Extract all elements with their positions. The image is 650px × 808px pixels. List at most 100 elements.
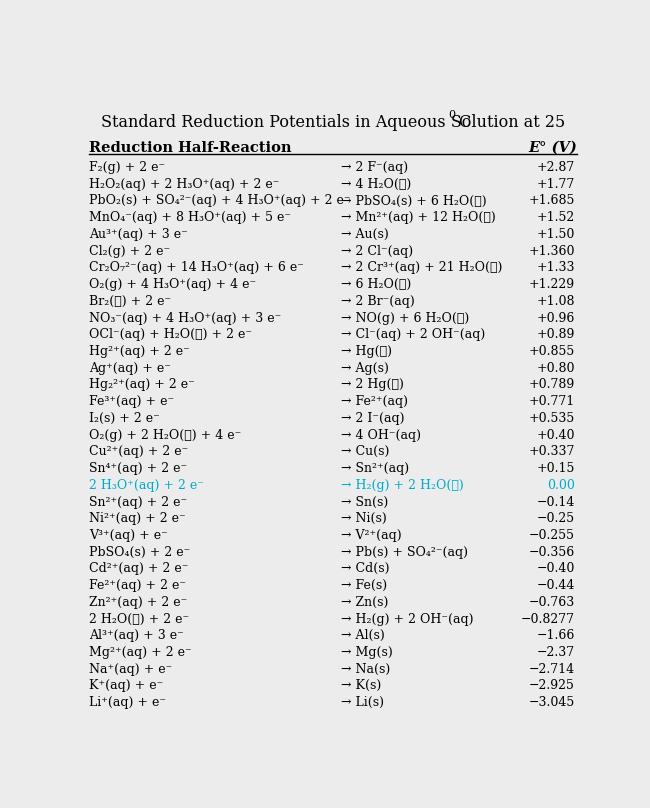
Text: E° (V): E° (V) — [528, 141, 577, 154]
Text: → Zn(s): → Zn(s) — [341, 595, 388, 609]
Text: 0.00: 0.00 — [547, 479, 575, 492]
Text: +0.96: +0.96 — [536, 312, 575, 325]
Text: +0.40: +0.40 — [536, 428, 575, 442]
Text: −0.14: −0.14 — [536, 495, 575, 508]
Text: Standard Reduction Potentials in Aqueous Solution at 25: Standard Reduction Potentials in Aqueous… — [101, 115, 566, 132]
Text: Ni²⁺(aq) + 2 e⁻: Ni²⁺(aq) + 2 e⁻ — [89, 512, 185, 525]
Text: −0.44: −0.44 — [536, 579, 575, 592]
Text: Mg²⁺(aq) + 2 e⁻: Mg²⁺(aq) + 2 e⁻ — [89, 646, 192, 659]
Text: MnO₄⁻(aq) + 8 H₃O⁺(aq) + 5 e⁻: MnO₄⁻(aq) + 8 H₃O⁺(aq) + 5 e⁻ — [89, 211, 291, 224]
Text: Cl₂(g) + 2 e⁻: Cl₂(g) + 2 e⁻ — [89, 245, 170, 258]
Text: Zn²⁺(aq) + 2 e⁻: Zn²⁺(aq) + 2 e⁻ — [89, 595, 187, 609]
Text: Br₂(ℓ) + 2 e⁻: Br₂(ℓ) + 2 e⁻ — [89, 295, 171, 308]
Text: → 2 F⁻(aq): → 2 F⁻(aq) — [341, 161, 408, 174]
Text: → K(s): → K(s) — [341, 680, 381, 692]
Text: −2.925: −2.925 — [529, 680, 575, 692]
Text: Fe³⁺(aq) + e⁻: Fe³⁺(aq) + e⁻ — [89, 395, 174, 408]
Text: Ag⁺(aq) + e⁻: Ag⁺(aq) + e⁻ — [89, 362, 171, 375]
Text: → PbSO₄(s) + 6 H₂O(ℓ): → PbSO₄(s) + 6 H₂O(ℓ) — [341, 195, 486, 208]
Text: V³⁺(aq) + e⁻: V³⁺(aq) + e⁻ — [89, 529, 168, 542]
Text: C: C — [458, 115, 470, 132]
Text: Cr₂O₇²⁻(aq) + 14 H₃O⁺(aq) + 6 e⁻: Cr₂O₇²⁻(aq) + 14 H₃O⁺(aq) + 6 e⁻ — [89, 261, 304, 275]
Text: +0.89: +0.89 — [536, 328, 575, 341]
Text: I₂(s) + 2 e⁻: I₂(s) + 2 e⁻ — [89, 412, 159, 425]
Text: → 4 H₂O(ℓ): → 4 H₂O(ℓ) — [341, 178, 411, 191]
Text: −0.40: −0.40 — [536, 562, 575, 575]
Text: −0.255: −0.255 — [529, 529, 575, 542]
Text: PbO₂(s) + SO₄²⁻(aq) + 4 H₃O⁺(aq) + 2 e⁻: PbO₂(s) + SO₄²⁻(aq) + 4 H₃O⁺(aq) + 2 e⁻ — [89, 195, 350, 208]
Text: → Cl⁻(aq) + 2 OH⁻(aq): → Cl⁻(aq) + 2 OH⁻(aq) — [341, 328, 485, 341]
Text: Sn²⁺(aq) + 2 e⁻: Sn²⁺(aq) + 2 e⁻ — [89, 495, 187, 508]
Text: +0.337: +0.337 — [528, 445, 575, 458]
Text: −1.66: −1.66 — [536, 629, 575, 642]
Text: +1.229: +1.229 — [529, 278, 575, 291]
Text: → Fe(s): → Fe(s) — [341, 579, 387, 592]
Text: −0.356: −0.356 — [528, 545, 575, 558]
Text: → Cu(s): → Cu(s) — [341, 445, 389, 458]
Text: → Al(s): → Al(s) — [341, 629, 384, 642]
Text: → Au(s): → Au(s) — [341, 228, 389, 241]
Text: → 4 OH⁻(aq): → 4 OH⁻(aq) — [341, 428, 421, 442]
Text: OCl⁻(aq) + H₂O(ℓ) + 2 e⁻: OCl⁻(aq) + H₂O(ℓ) + 2 e⁻ — [89, 328, 252, 341]
Text: → NO(g) + 6 H₂O(ℓ): → NO(g) + 6 H₂O(ℓ) — [341, 312, 469, 325]
Text: → Li(s): → Li(s) — [341, 696, 384, 709]
Text: Na⁺(aq) + e⁻: Na⁺(aq) + e⁻ — [89, 663, 172, 675]
Text: → Cd(s): → Cd(s) — [341, 562, 389, 575]
Text: −2.714: −2.714 — [529, 663, 575, 675]
Text: Reduction Half-Reaction: Reduction Half-Reaction — [89, 141, 291, 154]
Text: −0.25: −0.25 — [537, 512, 575, 525]
Text: → 2 Cl⁻(aq): → 2 Cl⁻(aq) — [341, 245, 413, 258]
Text: +0.80: +0.80 — [536, 362, 575, 375]
Text: Hg²⁺(aq) + 2 e⁻: Hg²⁺(aq) + 2 e⁻ — [89, 345, 190, 358]
Text: 0: 0 — [448, 110, 456, 120]
Text: +1.685: +1.685 — [528, 195, 575, 208]
Text: +1.50: +1.50 — [536, 228, 575, 241]
Text: → H₂(g) + 2 OH⁻(aq): → H₂(g) + 2 OH⁻(aq) — [341, 612, 473, 625]
Text: +1.360: +1.360 — [528, 245, 575, 258]
Text: O₂(g) + 4 H₃O⁺(aq) + 4 e⁻: O₂(g) + 4 H₃O⁺(aq) + 4 e⁻ — [89, 278, 256, 291]
Text: → Na(s): → Na(s) — [341, 663, 390, 675]
Text: +1.33: +1.33 — [536, 261, 575, 275]
Text: Li⁺(aq) + e⁻: Li⁺(aq) + e⁻ — [89, 696, 166, 709]
Text: +0.855: +0.855 — [528, 345, 575, 358]
Text: −0.763: −0.763 — [528, 595, 575, 609]
Text: O₂(g) + 2 H₂O(ℓ) + 4 e⁻: O₂(g) + 2 H₂O(ℓ) + 4 e⁻ — [89, 428, 241, 442]
Text: NO₃⁻(aq) + 4 H₃O⁺(aq) + 3 e⁻: NO₃⁻(aq) + 4 H₃O⁺(aq) + 3 e⁻ — [89, 312, 281, 325]
Text: → Mg(s): → Mg(s) — [341, 646, 393, 659]
Text: → 2 Hg(ℓ): → 2 Hg(ℓ) — [341, 378, 404, 391]
Text: → Sn(s): → Sn(s) — [341, 495, 388, 508]
Text: −2.37: −2.37 — [537, 646, 575, 659]
Text: Au³⁺(aq) + 3 e⁻: Au³⁺(aq) + 3 e⁻ — [89, 228, 188, 241]
Text: +1.08: +1.08 — [536, 295, 575, 308]
Text: +0.771: +0.771 — [528, 395, 575, 408]
Text: K⁺(aq) + e⁻: K⁺(aq) + e⁻ — [89, 680, 163, 692]
Text: → V²⁺(aq): → V²⁺(aq) — [341, 529, 401, 542]
Text: → Ni(s): → Ni(s) — [341, 512, 387, 525]
Text: → Pb(s) + SO₄²⁻(aq): → Pb(s) + SO₄²⁻(aq) — [341, 545, 468, 558]
Text: → H₂(g) + 2 H₂O(ℓ): → H₂(g) + 2 H₂O(ℓ) — [341, 479, 463, 492]
Text: 2 H₃O⁺(aq) + 2 e⁻: 2 H₃O⁺(aq) + 2 e⁻ — [89, 479, 203, 492]
Text: −3.045: −3.045 — [528, 696, 575, 709]
Text: → 2 Br⁻(aq): → 2 Br⁻(aq) — [341, 295, 415, 308]
Text: Hg₂²⁺(aq) + 2 e⁻: Hg₂²⁺(aq) + 2 e⁻ — [89, 378, 194, 391]
Text: +2.87: +2.87 — [537, 161, 575, 174]
Text: → 2 I⁻(aq): → 2 I⁻(aq) — [341, 412, 404, 425]
Text: → Hg(ℓ): → Hg(ℓ) — [341, 345, 392, 358]
Text: PbSO₄(s) + 2 e⁻: PbSO₄(s) + 2 e⁻ — [89, 545, 190, 558]
Text: → 2 Cr³⁺(aq) + 21 H₂O(ℓ): → 2 Cr³⁺(aq) + 21 H₂O(ℓ) — [341, 261, 502, 275]
Text: → Sn²⁺(aq): → Sn²⁺(aq) — [341, 462, 409, 475]
Text: +1.52: +1.52 — [537, 211, 575, 224]
Text: Cu²⁺(aq) + 2 e⁻: Cu²⁺(aq) + 2 e⁻ — [89, 445, 188, 458]
Text: H₂O₂(aq) + 2 H₃O⁺(aq) + 2 e⁻: H₂O₂(aq) + 2 H₃O⁺(aq) + 2 e⁻ — [89, 178, 280, 191]
Text: → 6 H₂O(ℓ): → 6 H₂O(ℓ) — [341, 278, 411, 291]
Text: 2 H₂O(ℓ) + 2 e⁻: 2 H₂O(ℓ) + 2 e⁻ — [89, 612, 189, 625]
Text: +0.535: +0.535 — [528, 412, 575, 425]
Text: → Fe²⁺(aq): → Fe²⁺(aq) — [341, 395, 408, 408]
Text: Cd²⁺(aq) + 2 e⁻: Cd²⁺(aq) + 2 e⁻ — [89, 562, 188, 575]
Text: Sn⁴⁺(aq) + 2 e⁻: Sn⁴⁺(aq) + 2 e⁻ — [89, 462, 187, 475]
Text: → Mn²⁺(aq) + 12 H₂O(ℓ): → Mn²⁺(aq) + 12 H₂O(ℓ) — [341, 211, 495, 224]
Text: +0.15: +0.15 — [536, 462, 575, 475]
Text: Al³⁺(aq) + 3 e⁻: Al³⁺(aq) + 3 e⁻ — [89, 629, 183, 642]
Text: Fe²⁺(aq) + 2 e⁻: Fe²⁺(aq) + 2 e⁻ — [89, 579, 186, 592]
Text: → Ag(s): → Ag(s) — [341, 362, 389, 375]
